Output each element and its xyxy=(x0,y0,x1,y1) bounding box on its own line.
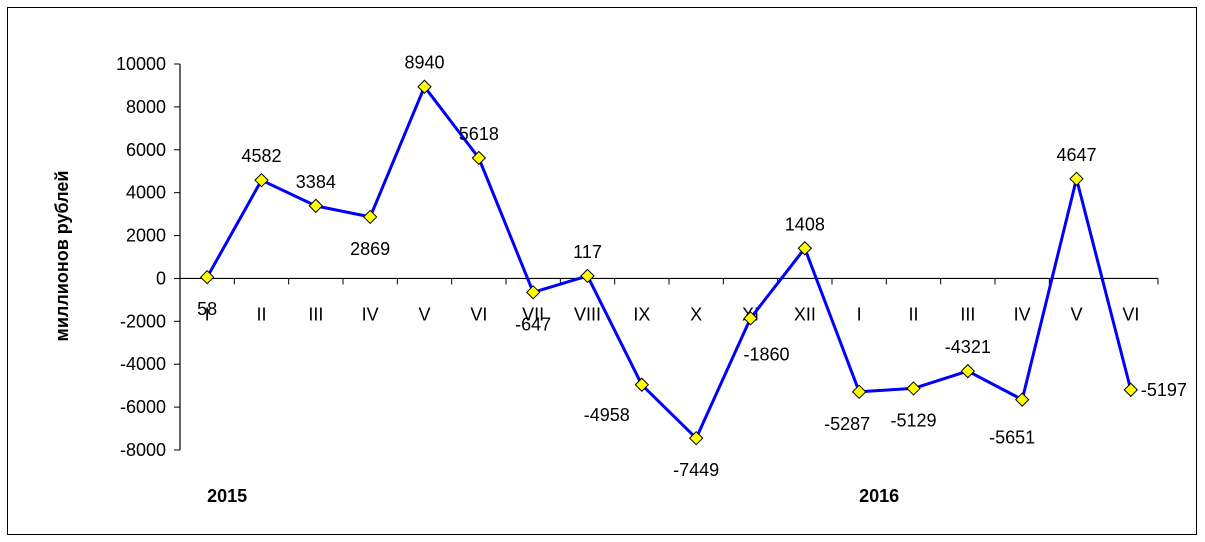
y-tick-label: -2000 xyxy=(120,311,166,331)
data-point-marker xyxy=(851,384,867,400)
data-label: 5618 xyxy=(459,124,499,144)
x-tick-label: IV xyxy=(362,304,379,324)
year-label: 2015 xyxy=(207,486,247,506)
data-point-marker xyxy=(797,241,813,256)
x-tick-label: IV xyxy=(1014,304,1031,324)
data-point-marker xyxy=(906,381,921,396)
x-tick-label: V xyxy=(1070,304,1082,324)
data-label: -647 xyxy=(515,314,551,334)
y-axis-title: миллионов рублей xyxy=(52,171,72,342)
data-label: -5129 xyxy=(890,410,936,430)
x-tick-label: VI xyxy=(470,304,487,324)
data-label: -5287 xyxy=(824,414,870,434)
data-point-marker xyxy=(960,363,976,379)
data-label: 2869 xyxy=(350,239,390,259)
data-point-marker xyxy=(1069,171,1084,186)
x-tick-label: III xyxy=(308,304,323,324)
x-tick-label: II xyxy=(256,304,266,324)
data-point-marker xyxy=(525,285,541,300)
chart-frame xyxy=(7,7,1197,535)
data-point-marker xyxy=(254,172,269,188)
data-label: 4582 xyxy=(241,146,281,166)
data-label: 3384 xyxy=(296,172,336,192)
y-tick-label: -6000 xyxy=(120,397,166,417)
y-tick-label: 8000 xyxy=(126,97,166,117)
data-label: 117 xyxy=(573,242,602,262)
x-tick-label: VIII xyxy=(574,304,601,324)
data-point-marker xyxy=(634,377,650,392)
data-label: -7449 xyxy=(673,460,719,480)
x-tick-label: VI xyxy=(1122,304,1139,324)
data-point-marker xyxy=(199,269,215,285)
data-label: -5651 xyxy=(989,428,1035,448)
data-point-marker xyxy=(417,79,432,94)
x-tick-label: V xyxy=(418,304,430,324)
y-tick-label: 2000 xyxy=(126,226,166,246)
data-label: 8940 xyxy=(404,53,444,73)
data-point-marker xyxy=(362,209,378,225)
y-tick-label: 10000 xyxy=(116,54,166,74)
data-label: -4321 xyxy=(945,337,991,357)
y-tick-label: -4000 xyxy=(120,354,166,374)
data-label: -1860 xyxy=(743,344,789,364)
data-label: 4647 xyxy=(1056,145,1096,165)
data-point-marker xyxy=(688,430,704,446)
data-label: -4958 xyxy=(584,405,630,425)
x-tick-label: III xyxy=(960,304,975,324)
y-tick-label: 6000 xyxy=(126,140,166,160)
data-point-marker xyxy=(580,268,595,284)
x-tick-label: I xyxy=(857,304,862,324)
data-point-marker xyxy=(308,198,324,214)
data-point-marker xyxy=(1014,392,1030,407)
data-label: 1408 xyxy=(785,214,825,234)
data-point-marker xyxy=(1123,382,1139,398)
data-point-marker xyxy=(743,311,758,326)
x-tick-label: II xyxy=(908,304,918,324)
data-point-marker xyxy=(471,150,487,166)
series-line xyxy=(205,85,1133,440)
x-tick-label: IX xyxy=(633,304,650,324)
data-label: -5197 xyxy=(1141,380,1187,400)
year-label: 2016 xyxy=(859,486,899,506)
x-tick-label: I xyxy=(205,304,210,324)
y-tick-label: -8000 xyxy=(120,440,166,460)
data-label: 58 xyxy=(197,299,217,319)
x-tick-label: VII xyxy=(522,304,544,324)
x-tick-label: X xyxy=(690,304,702,324)
y-tick-label: 0 xyxy=(156,268,166,288)
y-tick-label: 4000 xyxy=(126,183,166,203)
x-tick-label: XII xyxy=(794,304,816,324)
